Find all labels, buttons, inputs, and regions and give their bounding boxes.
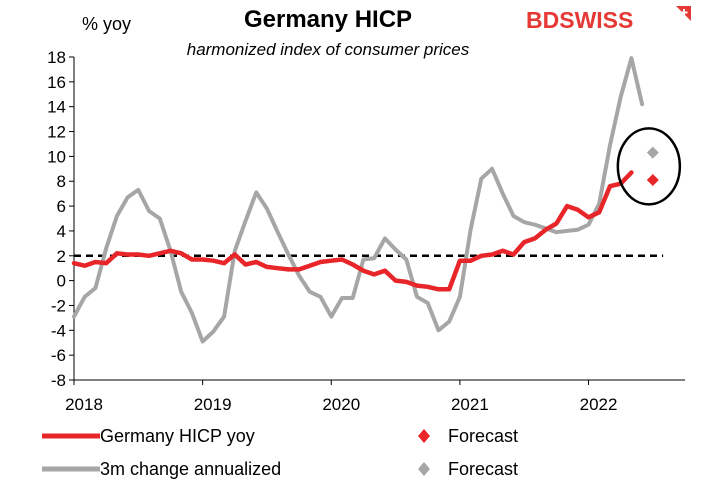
- x-tick-label: 2018: [65, 395, 103, 414]
- legend-grey-diamond-icon: [418, 462, 430, 476]
- series-germany-hicp-yoy: [71, 170, 634, 292]
- x-tick-labels: 2018 2019 2020 2021 2022: [65, 395, 617, 414]
- y-tick-labels: 18 16 14 12 10 8 6 4 2 0 -2 -4 -6 -8: [47, 48, 66, 390]
- legend-3m-label: 3m change annualized: [100, 459, 281, 479]
- chart-subtitle: harmonized index of consumer prices: [187, 40, 470, 59]
- y-tick-label: -2: [51, 296, 66, 315]
- logo-prefix: BD: [526, 7, 559, 33]
- forecast-hicp-diamond: [646, 173, 659, 186]
- chart-title: Germany HICP: [244, 6, 412, 33]
- legend: Germany HICP yoy Forecast 3m change annu…: [42, 426, 518, 479]
- y-tick-label: 8: [57, 172, 66, 191]
- logo-suffix: SWISS: [559, 7, 633, 33]
- x-tick-label: 2019: [194, 395, 232, 414]
- y-tick-label: 6: [57, 197, 66, 216]
- y-tick-label: -8: [51, 371, 66, 390]
- y-axis-label: % yoy: [82, 14, 131, 34]
- swiss-cross-icon: [676, 6, 691, 21]
- y-tick-label: -6: [51, 346, 66, 365]
- y-tick-label: 0: [57, 272, 66, 291]
- legend-forecast-grey-label: Forecast: [448, 459, 518, 479]
- y-tick-label: 12: [47, 123, 66, 142]
- x-tick-label: 2020: [322, 395, 360, 414]
- legend-hicp-label: Germany HICP yoy: [100, 426, 255, 446]
- axes: [69, 56, 685, 385]
- y-tick-label: 10: [47, 147, 66, 166]
- legend-forecast-red-label: Forecast: [448, 426, 518, 446]
- y-tick-label: 16: [47, 73, 66, 92]
- x-tick-label: 2022: [580, 395, 618, 414]
- y-tick-label: -4: [51, 321, 66, 340]
- x-tick-label: 2021: [451, 395, 489, 414]
- forecast-highlight-ellipse: [616, 127, 682, 206]
- series-3m-change-annualized: [72, 56, 645, 344]
- forecast-markers: [646, 146, 659, 186]
- legend-red-diamond-icon: [418, 429, 430, 443]
- brand-logo: BDSWISS: [526, 6, 691, 33]
- y-tick-label: 14: [47, 98, 66, 117]
- y-tick-label: 18: [47, 48, 66, 67]
- forecast-3m-diamond: [646, 146, 659, 159]
- svg-text:BDSWISS: BDSWISS: [526, 7, 633, 33]
- y-tick-label: 2: [57, 247, 66, 266]
- y-tick-label: 4: [57, 222, 66, 241]
